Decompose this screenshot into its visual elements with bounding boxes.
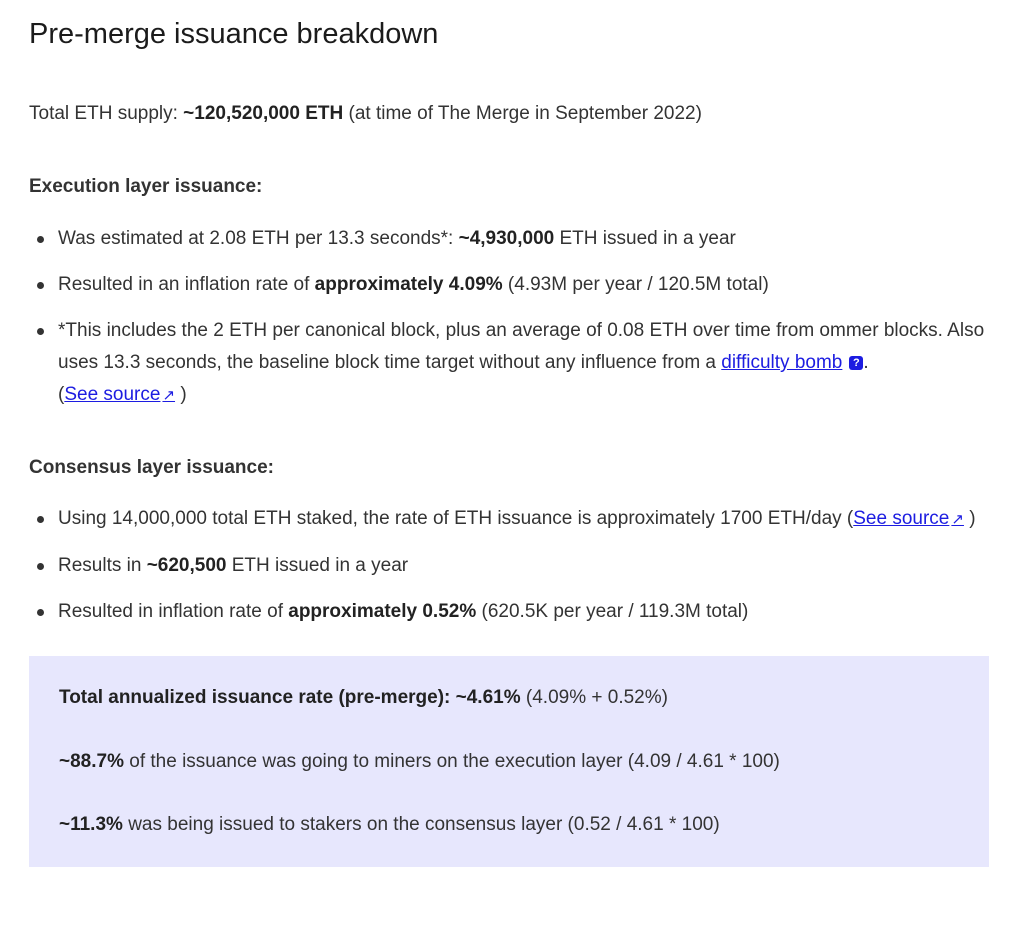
external-link-icon: ↗ — [951, 511, 964, 529]
item-text: Using 14,000,000 total ETH staked, the r… — [58, 508, 854, 530]
item-text: Resulted in an inflation rate of — [58, 274, 315, 296]
supply-note: (at time of The Merge in September 2022) — [343, 102, 702, 124]
see-source-label: See source — [853, 508, 950, 530]
total-rate-label: Total annualized issuance rate (pre-merg… — [59, 687, 456, 709]
miners-share-text: of the issuance was going to miners on t… — [123, 750, 780, 772]
consensus-heading: Consensus layer issuance: — [29, 457, 274, 479]
footnote-item: *This includes the 2 ETH per canonical b… — [29, 315, 989, 412]
close-paren: ) — [969, 508, 976, 530]
item-text: Results in — [58, 555, 147, 577]
open-paren: ( — [58, 384, 65, 406]
item-text: Was estimated at 2.08 ETH per 13.3 secon… — [58, 228, 459, 250]
supply-label: Total ETH supply: — [29, 102, 184, 124]
close-paren: ) — [180, 384, 187, 406]
item-bold: ~4,930,000 — [458, 228, 555, 250]
list-item: Was estimated at 2.08 ETH per 13.3 secon… — [29, 223, 989, 255]
item-text: (4.93M per year / 120.5M total) — [502, 274, 769, 296]
total-rate-note: (4.09% + 0.52%) — [520, 687, 668, 709]
execution-list: Was estimated at 2.08 ETH per 13.3 secon… — [29, 223, 989, 412]
execution-heading: Execution layer issuance: — [29, 175, 263, 197]
see-source-label: See source — [64, 384, 161, 406]
see-source-link[interactable]: See source ↗ — [64, 384, 175, 405]
item-text: ETH issued in a year — [554, 228, 736, 250]
item-text: (620.5K per year / 119.3M total) — [476, 601, 749, 623]
total-rate-line: Total annualized issuance rate (pre-merg… — [59, 682, 959, 714]
list-item: Resulted in an inflation rate of approxi… — [29, 269, 989, 301]
page: Pre-merge issuance breakdown Total ETH s… — [29, 18, 989, 868]
external-link-icon: ↗ — [162, 387, 176, 405]
item-bold: approximately 0.52% — [288, 601, 477, 623]
item-bold: ~620,500 — [146, 555, 227, 577]
difficulty-bomb-link[interactable]: difficulty bomb — [721, 352, 843, 374]
footnote-period: . — [863, 352, 869, 374]
total-rate-value: ~4.61% — [455, 687, 521, 709]
item-bold: approximately 4.09% — [314, 274, 503, 296]
miners-share-value: ~88.7% — [59, 750, 124, 772]
list-item: Results in ~620,500 ETH issued in a year — [29, 550, 989, 582]
stakers-share-line: ~11.3% was being issued to stakers on th… — [59, 809, 959, 841]
summary-callout: Total annualized issuance rate (pre-merg… — [29, 656, 989, 868]
stakers-share-value: ~11.3% — [59, 814, 123, 836]
consensus-list: Using 14,000,000 total ETH staked, the r… — [29, 503, 989, 628]
help-icon[interactable]: ? — [849, 356, 864, 371]
footnote-text: *This includes the 2 ETH per canonical b… — [58, 320, 985, 374]
miners-share-line: ~88.7% of the issuance was going to mine… — [59, 746, 959, 778]
list-item: Resulted in inflation rate of approximat… — [29, 596, 989, 628]
total-supply-line: Total ETH supply: ~120,520,000 ETH (at t… — [29, 98, 989, 130]
supply-value: ~120,520,000 ETH — [183, 102, 344, 124]
see-source-link[interactable]: See source ↗ — [853, 508, 964, 529]
item-text: ETH issued in a year — [226, 555, 409, 577]
stakers-share-text: was being issued to stakers on the conse… — [122, 814, 720, 836]
list-item: Using 14,000,000 total ETH staked, the r… — [29, 503, 989, 536]
page-title: Pre-merge issuance breakdown — [29, 18, 439, 50]
item-text: Resulted in inflation rate of — [58, 601, 289, 623]
